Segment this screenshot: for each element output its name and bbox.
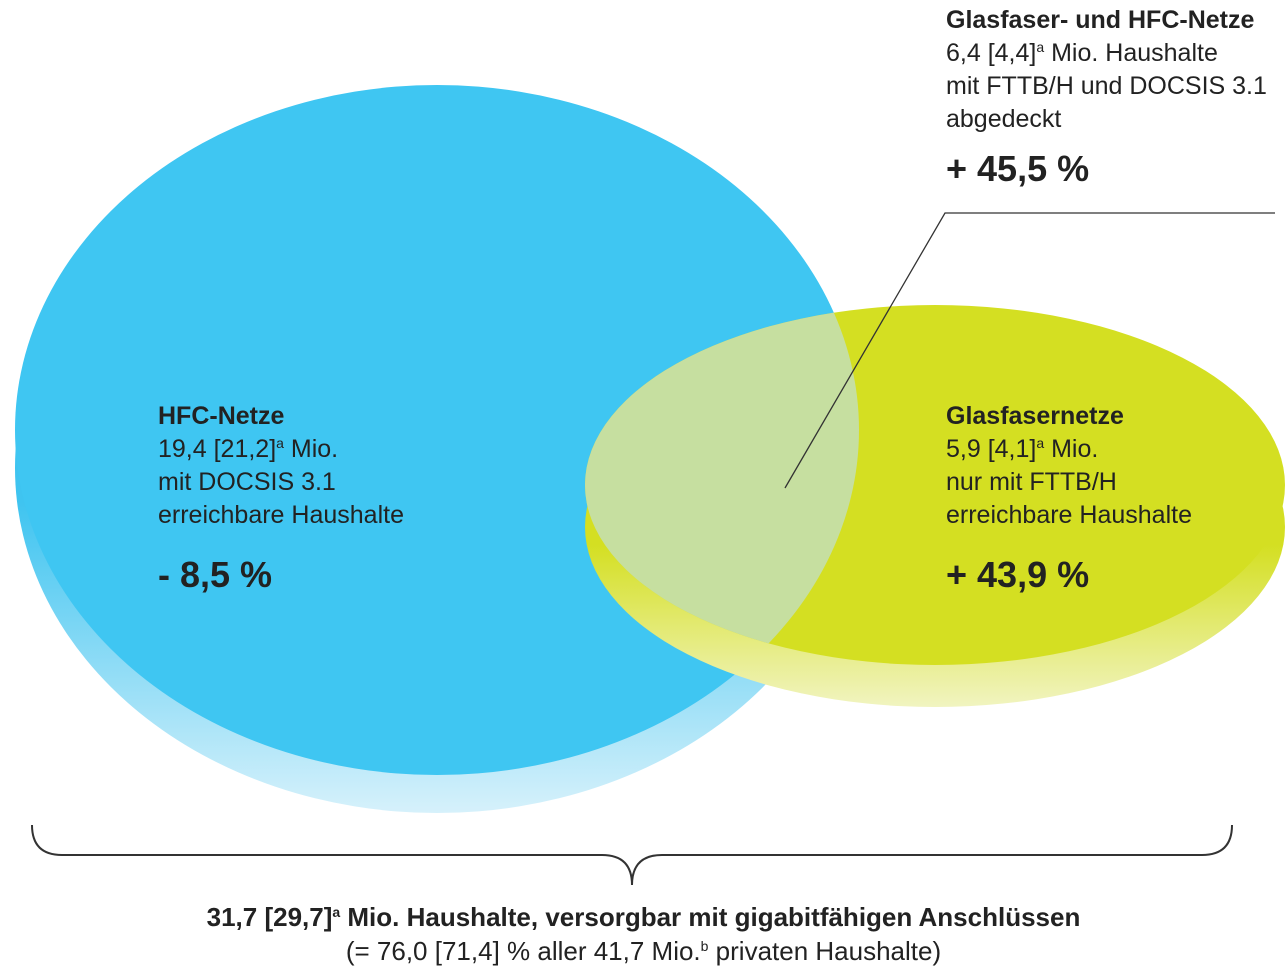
text: 5,9 [4,1]a Mio.: [946, 433, 1192, 466]
footnote-mark: a: [332, 904, 341, 920]
overlap-area: [585, 305, 859, 665]
footnote-mark: b: [700, 938, 709, 954]
brace: [31, 824, 1233, 886]
text: 5,9 [4,1]: [946, 435, 1037, 463]
text: (= 76,0 [71,4] % aller 41,7 Mio.: [345, 936, 701, 966]
hfc-label: HFC-Netze 19,4 [21,2]a Mio. mit DOCSIS 3…: [158, 400, 404, 595]
text: abgedeckt: [946, 105, 1062, 133]
text: 31,7 [29,7]: [206, 902, 333, 932]
footer: 31,7 [29,7]a Mio. Haushalte, versorgbar …: [0, 900, 1287, 968]
change: + 45,5 %: [946, 148, 1090, 189]
text: erreichbare Haushalte: [946, 501, 1192, 529]
fiber-label: Glasfasernetze 5,9 [4,1]a Mio. nur mit F…: [946, 400, 1192, 595]
text: Mio.: [283, 435, 339, 463]
text: Mio. Haushalte: [1044, 39, 1218, 67]
text: Mio. Haushalte, versorgbar mit gigabitfä…: [340, 902, 1081, 932]
change: - 8,5 %: [158, 554, 273, 595]
footer-line: (= 76,0 [71,4] % aller 41,7 Mio.b privat…: [0, 934, 1287, 968]
footnote-mark: a: [1036, 39, 1045, 55]
title: Glasfaser- und HFC-Netze: [946, 6, 1255, 34]
leader-line: [784, 212, 1275, 489]
change: + 43,9 %: [946, 554, 1090, 595]
text: mit FTTB/H und DOCSIS 3.1: [946, 72, 1267, 100]
footnote-mark: a: [1036, 435, 1045, 451]
footnote-mark: a: [276, 435, 284, 451]
text: nur mit FTTB/H: [946, 468, 1117, 496]
text: Mio.: [1044, 435, 1099, 463]
footer-line: 31,7 [29,7]a Mio. Haushalte, versorgbar …: [0, 900, 1287, 934]
text: 19,4 [21,2]: [158, 435, 277, 463]
text: mit DOCSIS 3.1: [158, 468, 336, 496]
text: privaten Haushalte): [708, 936, 942, 966]
title: HFC-Netze: [158, 402, 285, 430]
text: erreichbare Haushalte: [158, 501, 404, 529]
text: 19,4 [21,2]a Mio.: [158, 433, 404, 466]
text: 6,4 [4,4]: [946, 39, 1037, 67]
text: 6,4 [4,4]a Mio. Haushalte: [946, 37, 1267, 70]
title: Glasfasernetze: [946, 402, 1124, 430]
overlap-label: Glasfaser- und HFC-Netze 6,4 [4,4]a Mio.…: [946, 4, 1267, 189]
